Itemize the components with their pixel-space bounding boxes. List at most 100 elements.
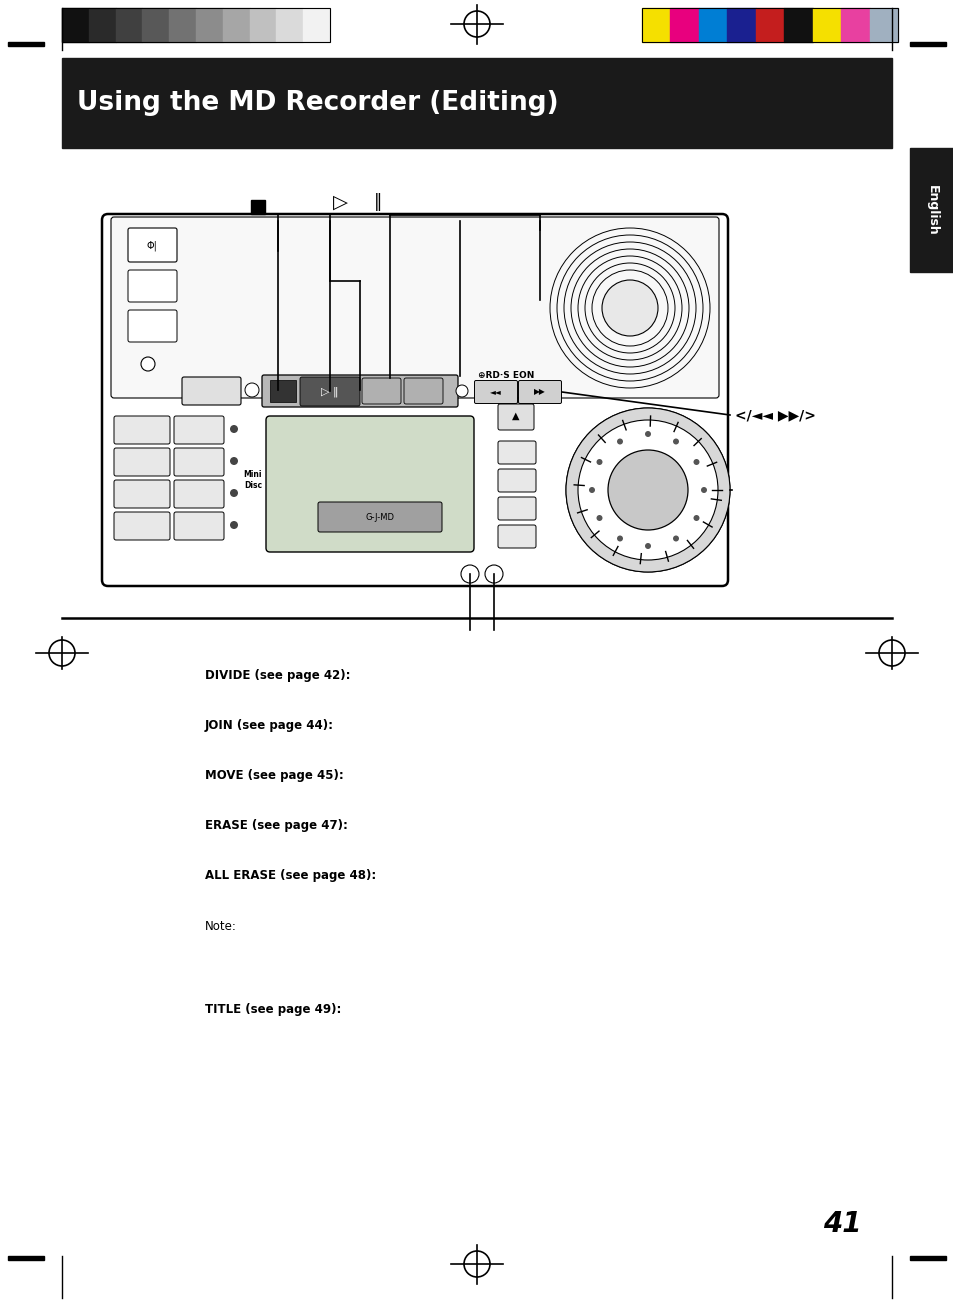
Circle shape (617, 535, 622, 542)
Text: ⊕RD·S EON: ⊕RD·S EON (477, 371, 534, 380)
Bar (726, 8, 755, 42)
Circle shape (141, 357, 154, 371)
FancyBboxPatch shape (299, 377, 359, 406)
Circle shape (693, 458, 699, 465)
Circle shape (230, 457, 237, 465)
FancyBboxPatch shape (173, 512, 224, 539)
FancyBboxPatch shape (102, 214, 727, 586)
Circle shape (456, 385, 468, 397)
Text: G-J-MD: G-J-MD (365, 513, 395, 522)
Text: ▶▶: ▶▶ (534, 388, 545, 397)
Circle shape (596, 458, 602, 465)
Bar (670, 8, 699, 42)
Bar (909, 1256, 945, 1260)
Bar (62, 57, 891, 148)
Circle shape (230, 521, 237, 529)
Bar (841, 8, 868, 42)
Bar (8, 42, 44, 46)
FancyBboxPatch shape (173, 417, 224, 444)
Circle shape (693, 515, 699, 521)
Text: ▷: ▷ (333, 192, 347, 212)
FancyBboxPatch shape (262, 375, 457, 407)
Bar (812, 8, 841, 42)
Text: 41: 41 (822, 1209, 862, 1238)
Bar (909, 42, 945, 46)
Bar (62, 8, 330, 42)
FancyBboxPatch shape (474, 380, 517, 404)
FancyBboxPatch shape (497, 469, 536, 492)
Bar (223, 8, 250, 42)
Bar (115, 8, 142, 42)
Text: </◄◄ ▶▶/>: </◄◄ ▶▶/> (734, 407, 815, 422)
Circle shape (484, 565, 502, 582)
Text: DIVIDE (see page 42):: DIVIDE (see page 42): (205, 670, 350, 683)
Text: TITLE (see page 49):: TITLE (see page 49): (205, 1003, 341, 1016)
Text: Mini
Disc: Mini Disc (244, 470, 262, 490)
FancyBboxPatch shape (113, 448, 170, 475)
Circle shape (601, 279, 658, 336)
Bar (755, 8, 783, 42)
Text: Φ|: Φ| (147, 240, 157, 251)
Bar (641, 8, 670, 42)
FancyBboxPatch shape (317, 502, 441, 532)
FancyBboxPatch shape (497, 498, 536, 520)
Circle shape (607, 451, 687, 530)
FancyBboxPatch shape (403, 377, 442, 404)
Circle shape (460, 565, 478, 582)
Text: ▷ ‖: ▷ ‖ (321, 387, 338, 397)
FancyBboxPatch shape (128, 310, 177, 342)
Circle shape (700, 487, 706, 492)
Circle shape (565, 407, 729, 572)
Circle shape (245, 383, 258, 397)
Text: ‖: ‖ (374, 193, 382, 212)
Text: JOIN (see page 44):: JOIN (see page 44): (205, 720, 334, 733)
Circle shape (644, 543, 650, 549)
Circle shape (644, 431, 650, 438)
FancyBboxPatch shape (128, 270, 177, 302)
Bar (8, 1256, 44, 1260)
Circle shape (672, 439, 679, 444)
FancyBboxPatch shape (518, 380, 561, 404)
Bar (868, 8, 897, 42)
Circle shape (617, 439, 622, 444)
Bar (251, 200, 265, 214)
Circle shape (578, 421, 718, 560)
FancyBboxPatch shape (111, 217, 719, 398)
FancyBboxPatch shape (497, 525, 536, 549)
FancyBboxPatch shape (182, 377, 241, 405)
Bar (270, 380, 295, 402)
Bar (89, 8, 115, 42)
Text: Using the MD Recorder (Editing): Using the MD Recorder (Editing) (77, 90, 558, 116)
FancyBboxPatch shape (113, 481, 170, 508)
FancyBboxPatch shape (113, 417, 170, 444)
Bar (699, 8, 726, 42)
FancyBboxPatch shape (266, 417, 474, 552)
Text: ERASE (see page 47):: ERASE (see page 47): (205, 819, 348, 832)
Circle shape (672, 535, 679, 542)
Bar (909, 148, 953, 272)
Text: English: English (924, 184, 938, 235)
Bar (303, 8, 330, 42)
Circle shape (596, 515, 602, 521)
Bar (783, 8, 812, 42)
FancyBboxPatch shape (173, 481, 224, 508)
Bar (142, 8, 169, 42)
Bar (62, 8, 89, 42)
FancyBboxPatch shape (497, 404, 534, 430)
Bar (250, 8, 276, 42)
Circle shape (230, 488, 237, 498)
Text: ◄◄: ◄◄ (490, 388, 501, 397)
Bar (195, 8, 223, 42)
Text: ALL ERASE (see page 48):: ALL ERASE (see page 48): (205, 870, 375, 883)
FancyBboxPatch shape (113, 512, 170, 539)
Circle shape (588, 487, 595, 492)
Bar (276, 8, 303, 42)
FancyBboxPatch shape (128, 229, 177, 263)
Bar (169, 8, 195, 42)
Text: ▲: ▲ (512, 411, 519, 421)
Text: Note:: Note: (205, 919, 236, 932)
FancyBboxPatch shape (361, 377, 400, 404)
Circle shape (230, 424, 237, 434)
FancyBboxPatch shape (173, 448, 224, 475)
Bar (641, 8, 897, 42)
